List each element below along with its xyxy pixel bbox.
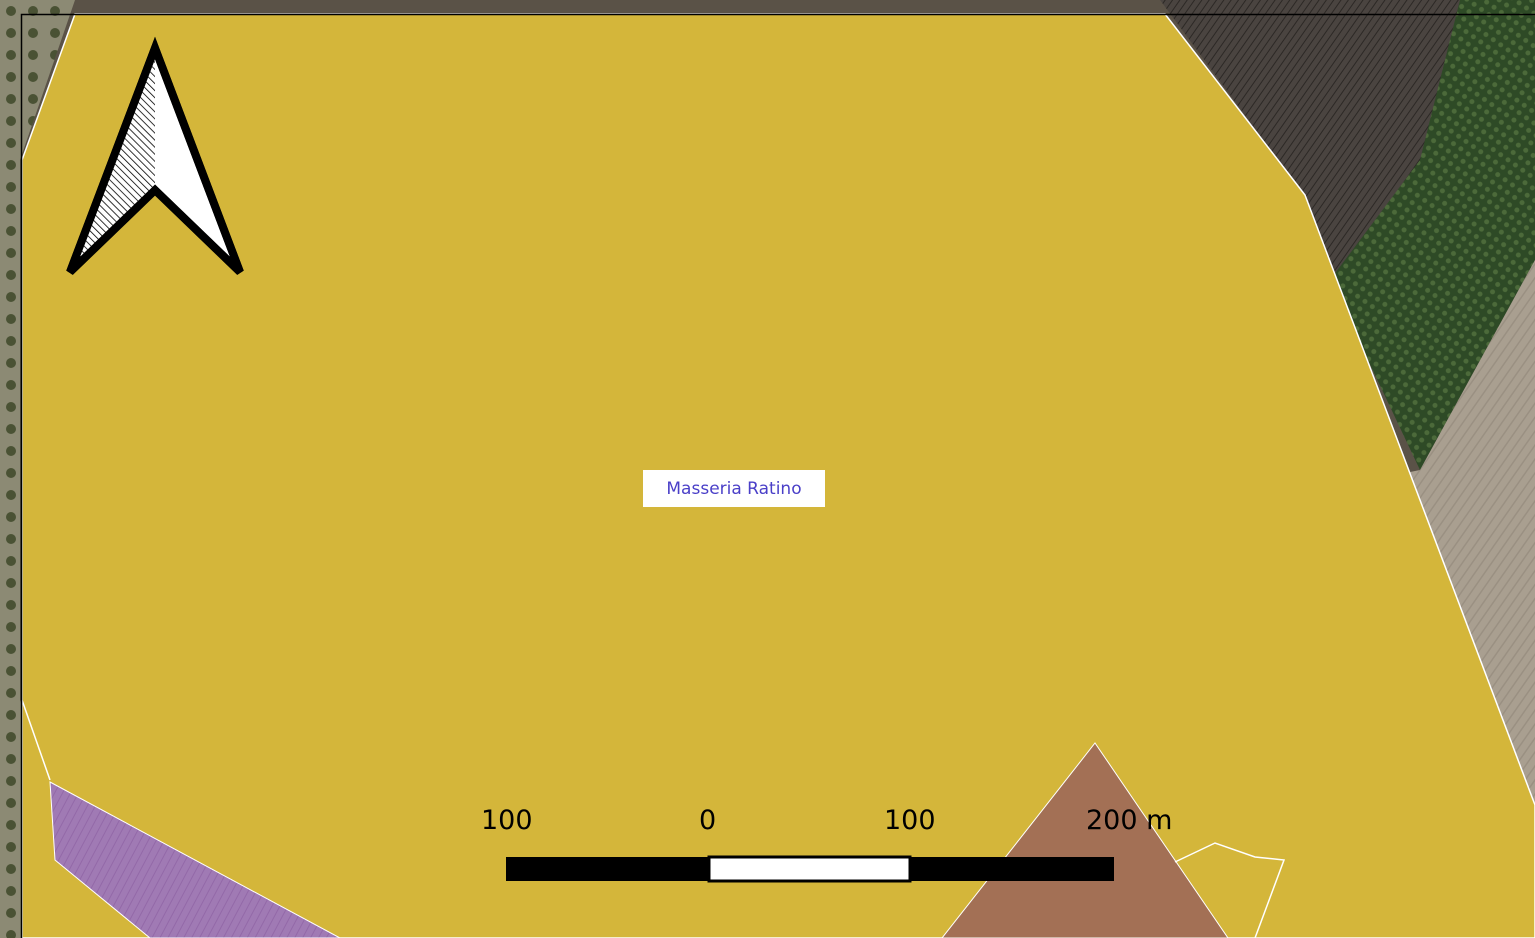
scale-bar (506, 855, 1114, 883)
scale-segment-2 (707, 855, 912, 883)
scale-label-4: 200 m (1086, 805, 1173, 836)
scale-segment-1 (506, 857, 709, 881)
brown-zone-polygon[interactable] (941, 742, 1229, 938)
scale-label-1: 100 (481, 805, 533, 836)
scale-label-2: 0 (699, 805, 717, 836)
place-label-masseria-ratino[interactable]: Masseria Ratino (643, 470, 825, 507)
field-vegetation (1330, 0, 1535, 470)
scale-label-3: 100 (884, 805, 936, 836)
field-dark-top (1160, 0, 1535, 280)
field-trees-left (0, 0, 75, 938)
purple-zone-polygon[interactable] (49, 781, 341, 938)
parcel-outline (1174, 842, 1286, 938)
map-frame (20, 13, 1535, 938)
scale-segment-3 (910, 857, 1114, 881)
north-arrow-icon (66, 36, 244, 275)
